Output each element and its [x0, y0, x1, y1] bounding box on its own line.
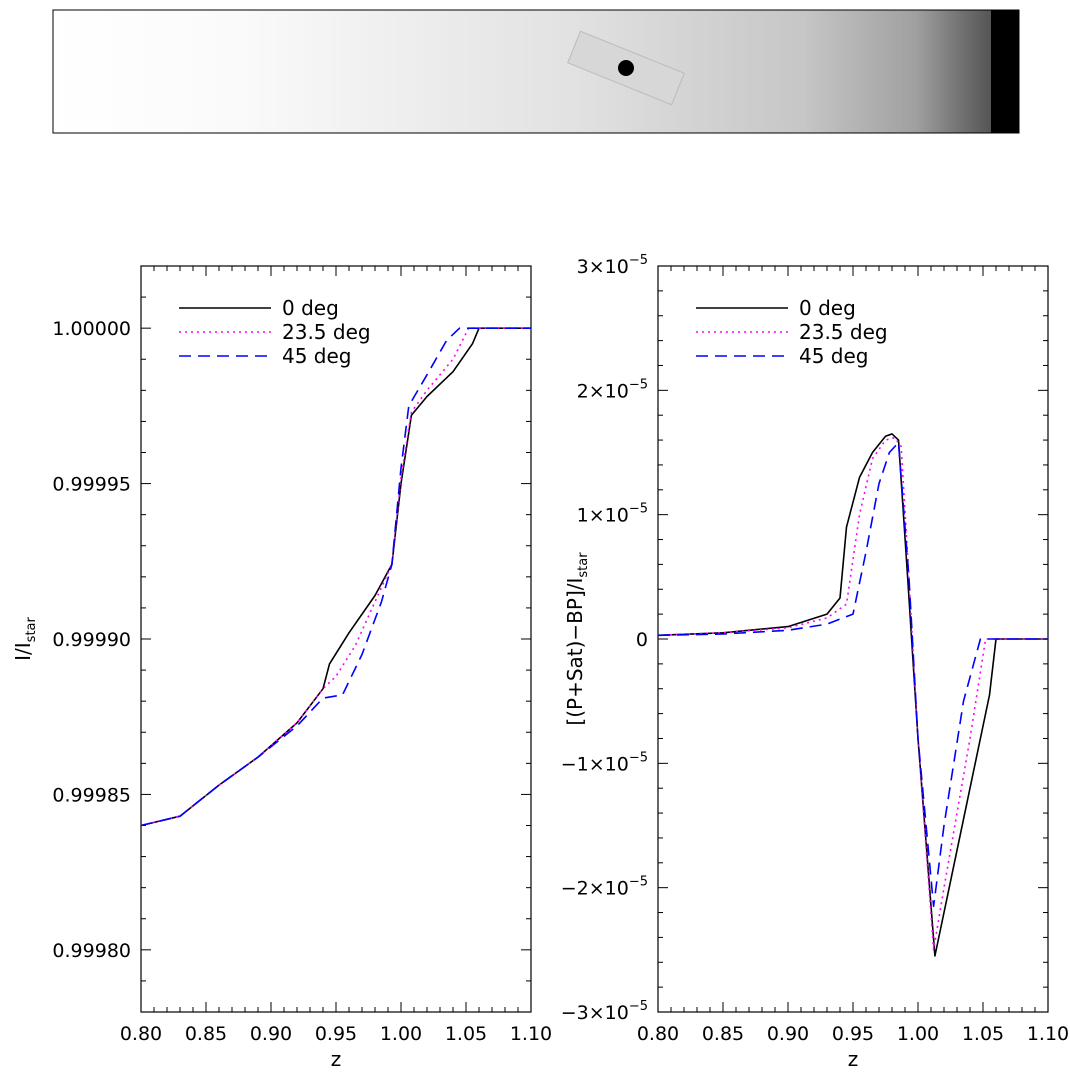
x-tick-label: 0.90 [767, 1023, 809, 1045]
y-tick-label: 1×10−5 [577, 502, 648, 527]
y-tick-label: 2×10−5 [577, 377, 648, 402]
x-tick-label: 0.95 [832, 1023, 874, 1045]
x-axis-label: z [848, 1047, 859, 1071]
series-line-0-deg [140, 327, 531, 827]
star-limb-gradient [53, 10, 991, 133]
y-axis-label: [(P+Sat)−BP]/Istar [563, 552, 591, 726]
y-tick-label: 1.00000 [52, 318, 131, 340]
series-line-45-deg [140, 327, 531, 827]
x-tick-label: 0.90 [250, 1023, 292, 1045]
series-line-23-5-deg [657, 436, 1048, 951]
x-tick-label: 1.00 [380, 1023, 422, 1045]
x-tick-label: 1.10 [1027, 1023, 1069, 1045]
series-line-45-deg [657, 441, 1048, 908]
y-tick-label: −2×10−5 [561, 875, 648, 900]
x-tick-label: 1.00 [897, 1023, 939, 1045]
series-line-0-deg [657, 433, 1048, 957]
x-tick-label: 0.95 [315, 1023, 357, 1045]
y-tick-label: 3×10−5 [577, 253, 648, 278]
planet-disk [618, 60, 634, 76]
legend-label: 23.5 deg [799, 320, 888, 344]
x-tick-label: 1.10 [510, 1023, 552, 1045]
legend-label: 0 deg [799, 296, 856, 320]
x-tick-label: 1.05 [962, 1023, 1004, 1045]
legend-label: 0 deg [282, 296, 339, 320]
x-tick-label: 0.85 [185, 1023, 227, 1045]
strip-border [52, 9, 1020, 134]
left-panel: 0.80 0.85 0.90 0.95 1.00 1.05 1.10 0.99980 0.999… [11, 265, 552, 1071]
y-tick-label: 0.99995 [52, 474, 131, 496]
plot-frame [140, 265, 532, 1013]
x-tick-label: 0.80 [120, 1023, 162, 1045]
legend-label: 45 deg [799, 344, 869, 368]
y-tick-label: 0.99980 [52, 940, 131, 962]
legend-label: 23.5 deg [282, 320, 371, 344]
y-tick-label: −1×10−5 [561, 750, 648, 775]
series-line-23-5-deg [140, 327, 531, 827]
y-tick-label: 0 [636, 629, 648, 651]
y-tick-label: 0.99985 [52, 784, 131, 806]
x-axis-label: z [331, 1047, 342, 1071]
legend-label: 45 deg [282, 344, 352, 368]
y-tick-label: 0.99990 [52, 629, 131, 651]
y-tick-label: −3×10−5 [561, 999, 648, 1024]
right-panel: 0.80 0.85 0.90 0.95 1.00 1.05 1.10 −3×10−5 −2×10… [561, 253, 1069, 1071]
x-tick-label: 0.80 [637, 1023, 679, 1045]
dark-sky-band [991, 10, 1019, 133]
y-axis-label: I/Istar [11, 616, 39, 660]
x-tick-label: 0.85 [702, 1023, 744, 1045]
illustration-strip [52, 9, 1020, 134]
x-tick-label: 1.05 [445, 1023, 487, 1045]
